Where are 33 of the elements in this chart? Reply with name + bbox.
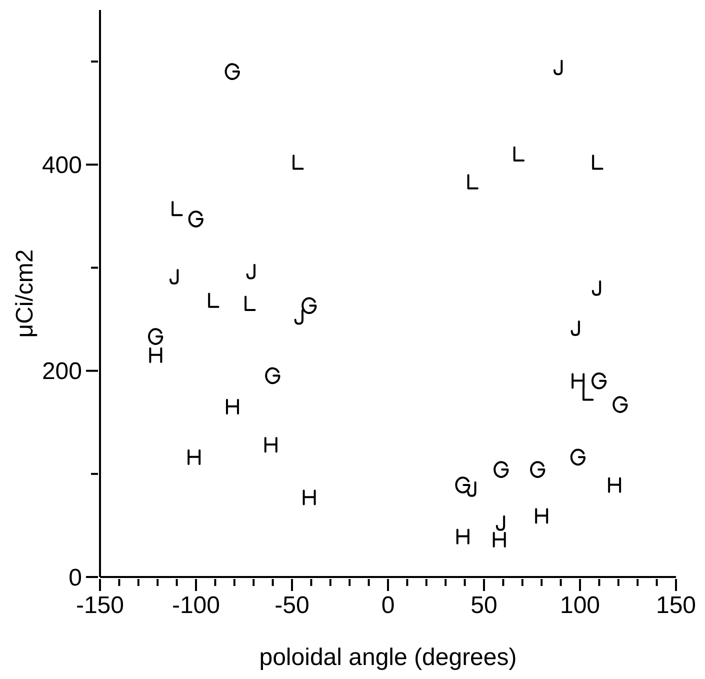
x-axis-title: poloidal angle (degrees) (259, 644, 517, 671)
point (188, 210, 204, 228)
point (572, 373, 585, 389)
point (455, 476, 470, 494)
point (456, 528, 470, 544)
y-axis-title: μCi/cm2 (12, 249, 39, 338)
point (188, 449, 201, 466)
x-tick-label: -100 (172, 592, 220, 619)
point (302, 297, 317, 314)
x-tick-label: 50 (470, 592, 498, 619)
x-tick-label: 100 (560, 592, 600, 619)
point (224, 63, 240, 80)
point (592, 372, 607, 390)
point (570, 448, 586, 466)
point (265, 367, 280, 384)
y-tick-label: 400 (42, 152, 82, 180)
point (535, 508, 548, 524)
point (226, 398, 239, 414)
y-tick-label: 200 (42, 358, 82, 386)
x-tick-label: 150 (656, 592, 696, 619)
point (530, 461, 546, 478)
y-tick-label: 0 (68, 564, 82, 592)
point (612, 396, 628, 413)
point (264, 437, 278, 453)
x-tick-label: -150 (76, 592, 124, 619)
point (149, 347, 162, 363)
point (302, 490, 316, 506)
x-tick-label: 0 (381, 592, 395, 619)
x-tick-label: -50 (274, 592, 310, 619)
point (608, 477, 622, 493)
point (494, 461, 509, 478)
point (492, 532, 506, 548)
point (148, 328, 164, 345)
